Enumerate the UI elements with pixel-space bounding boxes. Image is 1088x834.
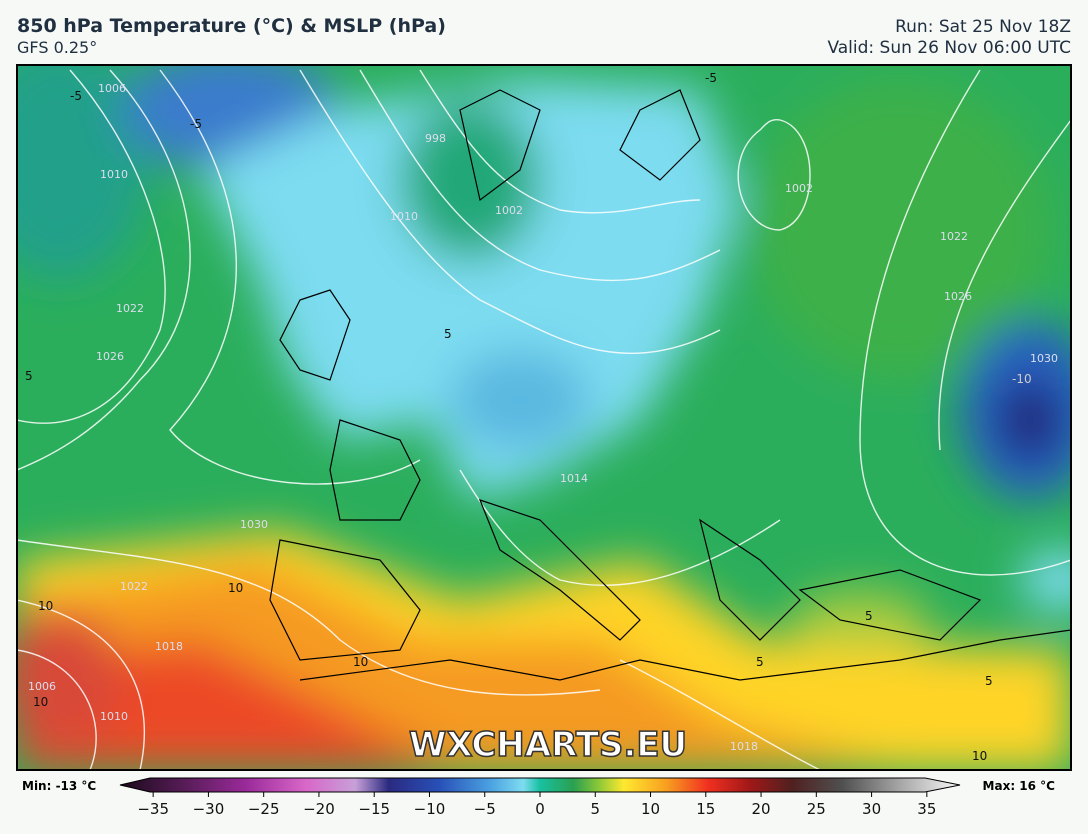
colorbar-tick-label: −25	[248, 800, 280, 818]
colorbar-tick-label: 5	[590, 800, 600, 818]
isobar-label: 1018	[730, 740, 758, 753]
temp-label: 5	[444, 327, 452, 341]
isobar-label: 1022	[120, 580, 148, 593]
temp-label: 5	[756, 655, 764, 669]
colorbar-tick-label: −30	[193, 800, 225, 818]
colorbar-tick-label: 35	[917, 800, 936, 818]
isobar-label: 1026	[944, 290, 972, 303]
temp-label: 10	[972, 749, 987, 763]
colorbar-scale	[119, 777, 961, 793]
colorbar-tick-label: −20	[303, 800, 335, 818]
temp-label: -5	[70, 89, 82, 103]
colorbar-max: Max: 16 °C	[983, 779, 1056, 793]
subtitle: GFS 0.25°	[17, 38, 97, 57]
isobar-label: 1010	[100, 168, 128, 181]
isobar-label: 1022	[116, 302, 144, 315]
colorbar-tick-label: −10	[414, 800, 446, 818]
watermark: WXCHARTS.EU	[409, 725, 687, 765]
colorbar-tick-label: 15	[696, 800, 715, 818]
colorbar-min: Min: -13 °C	[22, 779, 96, 793]
isobar-labels: 1006 1010 1022 1026 1002 998 1002 1010 1…	[28, 82, 1058, 753]
map: -5 -5 5 -5 10 10 10 5 5 5 -10 5 10 10 10…	[17, 65, 1071, 770]
colorbar-tick-label: −35	[137, 800, 169, 818]
isobar-label: 1030	[240, 518, 268, 531]
map-frame	[16, 64, 1072, 771]
temp-label: 10	[33, 695, 48, 709]
colorbar-tick-label: 20	[752, 800, 771, 818]
colorbar: Min: -13 °C Max: 16 °C −35 −30 −25 −20 −15 −1…	[22, 777, 1056, 818]
title: 850 hPa Temperature (°C) & MSLP (hPa)	[17, 15, 446, 37]
isobar-label: 1006	[28, 680, 56, 693]
isobar-label: 1022	[940, 230, 968, 243]
temp-label: 5	[985, 674, 993, 688]
temp-label: 10	[353, 655, 368, 669]
coastlines	[269, 89, 1071, 681]
temp-label: 10	[228, 581, 243, 595]
isobar-label: 1014	[560, 472, 588, 485]
isobar-label: 1030	[1030, 352, 1058, 365]
colorbar-tick-label: 10	[641, 800, 660, 818]
isobar-label: 1002	[495, 204, 523, 217]
temp-labels: -5 -5 5 -5 10 10 10 5 5 5 -10 5 10 10	[25, 71, 1032, 763]
temp-label: -5	[190, 117, 202, 131]
isobar-label: 998	[425, 132, 446, 145]
colorbar-tick-label: 25	[807, 800, 826, 818]
isobar-label: 1018	[155, 640, 183, 653]
temp-label: 5	[25, 369, 33, 383]
isobar-label: 1026	[96, 350, 124, 363]
valid-time: Valid: Sun 26 Nov 06:00 UTC	[827, 38, 1071, 58]
colorbar-tick-label: −5	[474, 800, 496, 818]
temp-label: 10	[38, 599, 53, 613]
colorbar-tick-label: 0	[535, 800, 545, 818]
isobar-label: 1006	[98, 82, 126, 95]
temp-label: -10	[1012, 372, 1032, 386]
temp-label: 5	[865, 609, 873, 623]
temp-label: -5	[705, 71, 717, 85]
colorbar-tick-label: 30	[862, 800, 881, 818]
isobars	[17, 69, 1071, 770]
isobar-label: 1010	[390, 210, 418, 223]
run-time: Run: Sat 25 Nov 18Z	[895, 17, 1071, 37]
isobar-label: 1010	[100, 710, 128, 723]
colorbar-tick-label: −15	[358, 800, 390, 818]
isobar-label: 1002	[785, 182, 813, 195]
